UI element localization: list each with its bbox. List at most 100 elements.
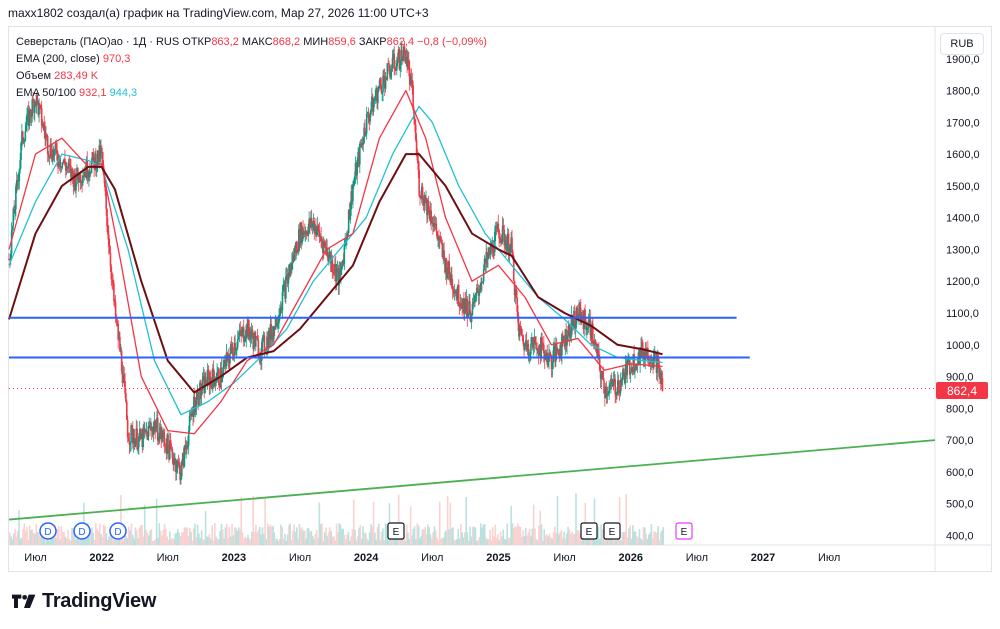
y-tick-label: 1700,0 xyxy=(946,117,980,129)
legend-volume-row[interactable]: Объем 283,49 K xyxy=(16,68,487,85)
volume-bar xyxy=(141,525,143,545)
candle-body xyxy=(217,369,219,373)
dividend-marker[interactable] xyxy=(73,522,91,540)
earnings-marker[interactable] xyxy=(387,522,405,540)
dividend-marker[interactable] xyxy=(39,522,57,540)
volume-bar xyxy=(354,529,356,545)
candle-body xyxy=(539,345,542,358)
earnings-marker[interactable] xyxy=(675,522,693,540)
volume-bar xyxy=(318,502,321,545)
candle-body xyxy=(157,440,160,442)
x-tick-label: 2022 xyxy=(89,552,113,564)
volume-bar xyxy=(63,532,65,545)
candle-body xyxy=(363,127,365,143)
candle-body xyxy=(646,347,648,357)
volume-bar xyxy=(233,527,236,545)
candle-body xyxy=(304,230,307,235)
y-tick-label: 1000,0 xyxy=(946,340,980,352)
candle-body xyxy=(19,159,21,170)
volume-bar xyxy=(438,501,441,545)
volume-bar xyxy=(640,538,642,545)
volume-bar xyxy=(481,527,483,545)
candle-body xyxy=(66,167,69,169)
volume-bar xyxy=(511,523,514,545)
ema100-line[interactable] xyxy=(8,105,663,416)
candle-body xyxy=(63,158,65,163)
volume-bar xyxy=(417,525,420,545)
ema50-line[interactable] xyxy=(8,89,663,435)
legend-ohlc-row: Северсталь (ПАО)ао · 1Д · RUS ОТКР863,2 … xyxy=(16,34,487,51)
candle-body xyxy=(475,287,478,294)
volume-bar xyxy=(196,524,199,545)
volume-bar xyxy=(216,538,219,545)
candle-body xyxy=(573,311,576,330)
candle-body xyxy=(414,119,416,125)
volume-bar xyxy=(642,527,645,545)
candle-body xyxy=(37,100,40,115)
candle-body xyxy=(132,437,135,444)
ema200-line[interactable] xyxy=(8,153,663,394)
candle-body xyxy=(321,241,323,243)
candle-body xyxy=(111,279,113,281)
candle-body xyxy=(279,313,281,316)
candle-body xyxy=(196,391,199,398)
earnings-marker[interactable] xyxy=(603,522,621,540)
candle-body xyxy=(25,125,27,132)
candle-body xyxy=(272,332,274,340)
candle-body xyxy=(80,181,83,183)
candle-body xyxy=(292,255,295,262)
volume-bar xyxy=(383,540,385,545)
volume-bar xyxy=(620,540,622,545)
candle-body xyxy=(291,262,293,270)
volume-bar xyxy=(628,528,630,545)
candle-body xyxy=(483,258,486,270)
candle-body xyxy=(475,293,477,295)
candle-body xyxy=(11,226,14,231)
x-tick-label: Июл xyxy=(157,552,179,564)
volume-bar xyxy=(306,528,309,545)
volume-bar xyxy=(456,539,458,545)
volume-bar xyxy=(128,526,130,545)
legend-volume-value: 283,49 K xyxy=(54,70,99,82)
candle-body xyxy=(442,250,445,257)
candle-body xyxy=(290,263,292,270)
candle-body xyxy=(36,94,39,101)
candle-body xyxy=(69,165,71,167)
candle-body xyxy=(446,274,449,279)
candle-body xyxy=(456,291,458,300)
dividend-marker[interactable] xyxy=(109,522,127,540)
volume-bar xyxy=(647,534,650,545)
currency-button[interactable]: RUB xyxy=(940,33,984,55)
candle-body xyxy=(563,339,566,347)
candle-body xyxy=(599,369,602,379)
volume-bar xyxy=(454,540,457,545)
earnings-marker[interactable] xyxy=(580,522,598,540)
volume-bar xyxy=(539,510,542,545)
candle-body xyxy=(115,318,118,322)
legend-ema200-row[interactable]: EMA (200, close) 970,3 xyxy=(16,51,487,68)
tradingview-brand[interactable]: TradingView xyxy=(12,590,156,613)
candle-body xyxy=(347,209,350,234)
candle-body xyxy=(391,58,394,69)
trend-line[interactable] xyxy=(8,439,936,521)
candle-body xyxy=(188,415,191,431)
volume-bar xyxy=(169,531,171,545)
candle-body xyxy=(629,372,632,375)
legend-ema50-100-row[interactable]: EMA 50/100 932,1 944,3 xyxy=(16,85,487,102)
volume-bar xyxy=(505,539,507,545)
volume-bar xyxy=(528,528,531,545)
candle-body xyxy=(421,186,424,200)
candle-body xyxy=(107,226,109,235)
candle-body xyxy=(577,315,580,318)
candle-body xyxy=(313,220,316,233)
candle-body xyxy=(369,114,371,122)
candle-body xyxy=(500,238,502,244)
volume-bar xyxy=(16,530,19,545)
volume-bar xyxy=(367,540,370,545)
volume-bar xyxy=(277,540,280,545)
candle-body xyxy=(383,75,385,78)
candle-body xyxy=(633,354,635,372)
legend-symbol[interactable]: Северсталь (ПАО)ао · 1Д · RUS xyxy=(16,36,180,48)
candle-body xyxy=(228,360,230,364)
